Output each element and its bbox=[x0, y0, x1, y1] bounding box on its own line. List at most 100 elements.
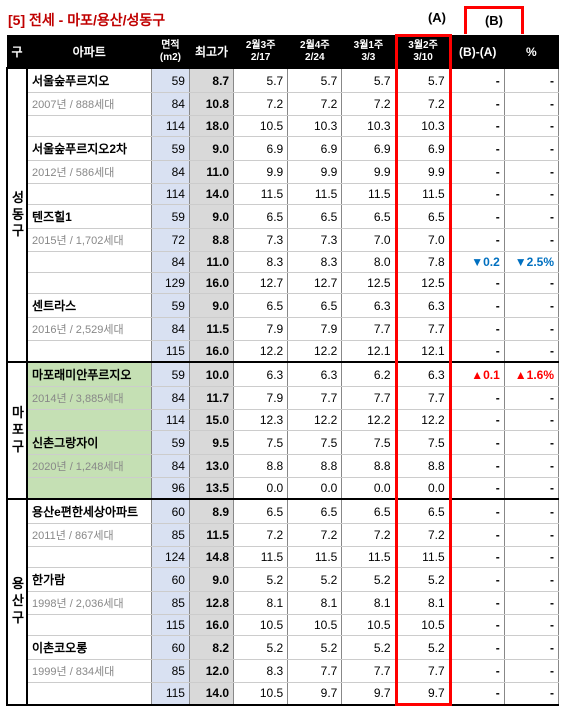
diff-cell: - bbox=[450, 137, 504, 161]
area-cell: 60 bbox=[151, 499, 189, 524]
val-cell-a: 7.7 bbox=[342, 387, 396, 410]
val-cell-b: 5.2 bbox=[396, 568, 450, 592]
val-cell-a: 6.3 bbox=[342, 294, 396, 318]
peak-cell: 10.8 bbox=[189, 93, 233, 116]
peak-cell: 9.5 bbox=[189, 431, 233, 455]
val-cell: 5.7 bbox=[288, 68, 342, 93]
peak-cell: 9.0 bbox=[189, 137, 233, 161]
peak-cell: 9.0 bbox=[189, 294, 233, 318]
apt-sub: 2014년 / 3,885세대 bbox=[27, 387, 151, 410]
val-cell: 5.2 bbox=[234, 636, 288, 660]
apt-empty bbox=[27, 252, 151, 273]
apt-sub: 2016년 / 2,529세대 bbox=[27, 318, 151, 341]
val-cell-b: 5.2 bbox=[396, 636, 450, 660]
th-w3: 3월1주3/3 bbox=[342, 36, 396, 69]
val-cell-b: 5.7 bbox=[396, 68, 450, 93]
val-cell: 8.8 bbox=[234, 455, 288, 478]
apt-empty bbox=[27, 547, 151, 568]
val-cell-a: 10.3 bbox=[342, 116, 396, 137]
val-cell: 6.5 bbox=[288, 205, 342, 229]
pct-cell: - bbox=[504, 161, 558, 184]
apt-name: 서울숲푸르지오2차 bbox=[27, 137, 151, 161]
diff-cell: - bbox=[450, 431, 504, 455]
th-apt: 아파트 bbox=[27, 36, 151, 69]
pct-cell: - bbox=[504, 524, 558, 547]
label-b: (B) bbox=[464, 6, 524, 34]
val-cell: 7.5 bbox=[234, 431, 288, 455]
diff-cell: - bbox=[450, 294, 504, 318]
area-cell: 124 bbox=[151, 547, 189, 568]
pct-cell: - bbox=[504, 116, 558, 137]
peak-cell: 16.0 bbox=[189, 615, 233, 636]
val-cell-b: 7.7 bbox=[396, 660, 450, 683]
val-cell-a: 8.1 bbox=[342, 592, 396, 615]
val-cell-b: 10.3 bbox=[396, 116, 450, 137]
diff-cell: - bbox=[450, 592, 504, 615]
area-cell: 96 bbox=[151, 478, 189, 500]
val-cell-a: 11.5 bbox=[342, 547, 396, 568]
area-cell: 85 bbox=[151, 660, 189, 683]
val-cell: 11.5 bbox=[288, 184, 342, 205]
diff-cell: - bbox=[450, 205, 504, 229]
diff-cell: - bbox=[450, 229, 504, 252]
val-cell-b: 12.2 bbox=[396, 410, 450, 431]
val-cell-a: 12.2 bbox=[342, 410, 396, 431]
val-cell: 12.7 bbox=[234, 273, 288, 294]
area-cell: 85 bbox=[151, 592, 189, 615]
val-cell-a: 5.2 bbox=[342, 568, 396, 592]
diff-cell: - bbox=[450, 615, 504, 636]
pct-cell: - bbox=[504, 478, 558, 500]
pct-cell: - bbox=[504, 431, 558, 455]
area-cell: 115 bbox=[151, 615, 189, 636]
diff-cell: - bbox=[450, 410, 504, 431]
pct-cell: - bbox=[504, 294, 558, 318]
apt-sub: 2012년 / 586세대 bbox=[27, 161, 151, 184]
val-cell-a: 12.5 bbox=[342, 273, 396, 294]
val-cell-a: 5.2 bbox=[342, 636, 396, 660]
val-cell: 7.2 bbox=[234, 524, 288, 547]
val-cell: 7.5 bbox=[288, 431, 342, 455]
apt-sub: 1998년 / 2,036세대 bbox=[27, 592, 151, 615]
pct-cell: - bbox=[504, 615, 558, 636]
pct-cell: - bbox=[504, 387, 558, 410]
val-cell-b: 8.1 bbox=[396, 592, 450, 615]
val-cell: 6.5 bbox=[234, 205, 288, 229]
diff-cell: - bbox=[450, 524, 504, 547]
val-cell-a: 9.7 bbox=[342, 683, 396, 705]
pct-cell: - bbox=[504, 547, 558, 568]
area-cell: 59 bbox=[151, 137, 189, 161]
apt-sub: 2015년 / 1,702세대 bbox=[27, 229, 151, 252]
diff-cell: ▼0.2 bbox=[450, 252, 504, 273]
peak-cell: 8.8 bbox=[189, 229, 233, 252]
val-cell-a: 7.7 bbox=[342, 318, 396, 341]
val-cell-a: 6.5 bbox=[342, 205, 396, 229]
val-cell: 6.9 bbox=[234, 137, 288, 161]
apt-name: 센트라스 bbox=[27, 294, 151, 318]
apt-empty bbox=[27, 273, 151, 294]
area-cell: 129 bbox=[151, 273, 189, 294]
pct-cell: - bbox=[504, 318, 558, 341]
val-cell-b: 8.8 bbox=[396, 455, 450, 478]
diff-cell: - bbox=[450, 683, 504, 705]
val-cell-a: 8.8 bbox=[342, 455, 396, 478]
diff-cell: - bbox=[450, 318, 504, 341]
district-cell: 마포구 bbox=[7, 362, 27, 499]
peak-cell: 8.9 bbox=[189, 499, 233, 524]
val-cell-b: 11.5 bbox=[396, 547, 450, 568]
apt-empty bbox=[27, 184, 151, 205]
val-cell-a: 7.5 bbox=[342, 431, 396, 455]
val-cell-b: 6.9 bbox=[396, 137, 450, 161]
pct-cell: - bbox=[504, 636, 558, 660]
apt-name: 이촌코오롱 bbox=[27, 636, 151, 660]
val-cell: 6.5 bbox=[288, 294, 342, 318]
val-cell: 5.2 bbox=[288, 636, 342, 660]
area-cell: 84 bbox=[151, 387, 189, 410]
diff-cell: - bbox=[450, 387, 504, 410]
apt-empty bbox=[27, 116, 151, 137]
val-cell: 7.3 bbox=[234, 229, 288, 252]
val-cell-a: 5.7 bbox=[342, 68, 396, 93]
area-cell: 59 bbox=[151, 362, 189, 387]
val-cell-b: 6.3 bbox=[396, 362, 450, 387]
val-cell: 6.5 bbox=[234, 294, 288, 318]
val-cell-b: 0.0 bbox=[396, 478, 450, 500]
